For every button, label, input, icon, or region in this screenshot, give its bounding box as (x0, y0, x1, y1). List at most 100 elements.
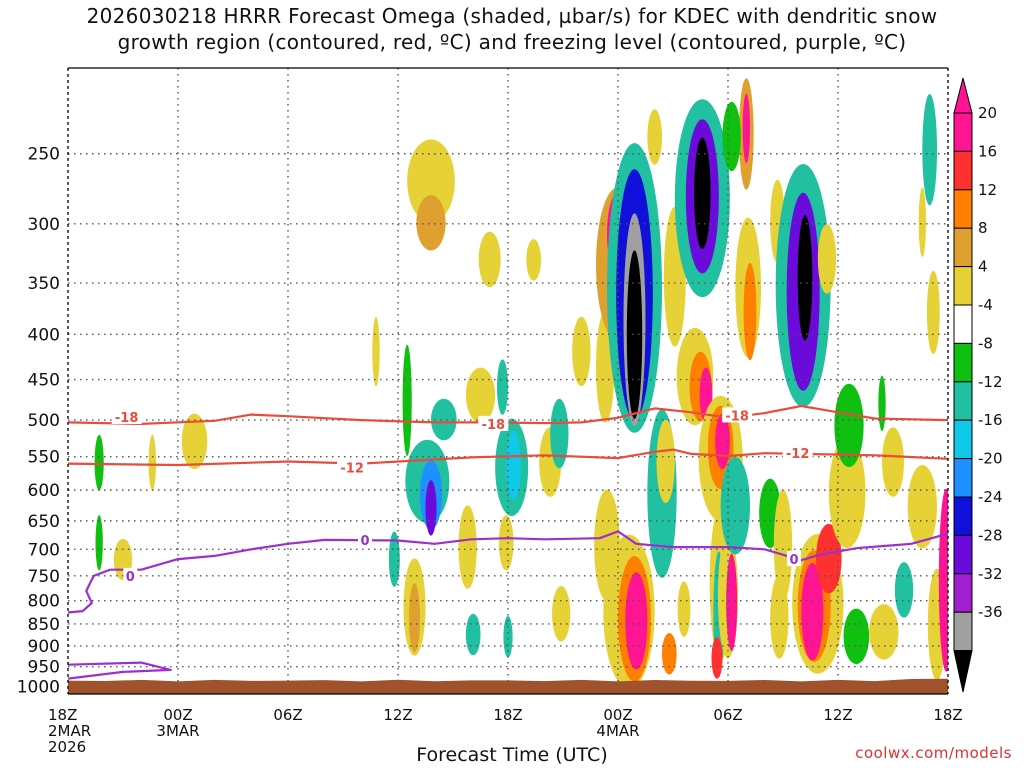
omega-cell-41 (677, 581, 691, 637)
contour-line-3 (68, 661, 172, 680)
omega-cell-0 (94, 434, 104, 491)
terrain (68, 678, 948, 694)
colorbar-top-arrow (953, 77, 973, 114)
omega-cell-9 (465, 367, 496, 424)
omega-cell-81 (922, 93, 938, 206)
contour-label-bg-2-1 (358, 531, 372, 547)
omega-cell-3 (148, 434, 156, 491)
colorbar-swatch-9 (953, 458, 973, 498)
omega-cell-91 (647, 109, 663, 165)
omega-cell-34 (626, 250, 643, 419)
x-tick-label-8-0: 18Z (933, 706, 962, 724)
contour-label-2-1: 0 (360, 534, 369, 549)
omega-cell-22 (503, 615, 513, 658)
omega-cell-88 (497, 359, 508, 415)
colorbar-label-3: 8 (978, 219, 988, 237)
omega-cell-8 (416, 195, 446, 251)
x-tick-label-0-1: 2MAR (48, 722, 91, 740)
omega-cell-86 (878, 375, 886, 432)
x-tick-label-6-0: 06Z (713, 706, 742, 724)
omega-cell-7 (407, 139, 455, 223)
contour-label-bg-1-1 (782, 445, 813, 461)
x-axis-title: Forecast Time (UTC) (416, 744, 608, 766)
omega-cell-84 (926, 270, 940, 355)
contour-label-0-1: -18 (482, 418, 506, 433)
omega-cell-21 (498, 515, 514, 571)
omega-cell-15 (409, 583, 420, 653)
colorbar-swatch-1 (953, 150, 973, 191)
omega-cell-6 (372, 316, 380, 387)
omega-cell-56 (711, 637, 723, 679)
colorbar-swatch-10 (953, 496, 973, 536)
omega-cell-25 (552, 586, 571, 642)
omega-cell-85 (882, 427, 904, 497)
y-tick-label-350: 350 (28, 274, 60, 294)
colorbar-label-0: 20 (978, 104, 997, 122)
colorbar-bottom-arrow (953, 650, 973, 693)
omega-cell-87 (550, 398, 569, 469)
colorbar-label-4: 4 (978, 258, 988, 276)
contour-label-bg-0-2 (722, 407, 753, 423)
colorbar-label-7: -12 (978, 373, 1003, 391)
omega-cell-26 (572, 316, 591, 387)
omega-cell-59 (743, 262, 757, 361)
colorbar-label-13: -36 (978, 603, 1003, 621)
y-tick-label-300: 300 (28, 215, 60, 235)
colorbar-swatch-12 (953, 573, 973, 613)
contour-line-2 (68, 530, 948, 614)
omega-cell-39 (656, 419, 675, 504)
colorbar: 20 16 12 8 4 -4 -8 -12 -16 -20 -24 -28 -32 -36 (953, 77, 1003, 693)
colorbar-label-8: -16 (978, 411, 1003, 429)
chart-title-line1: 2026030218 HRRR Forecast Omega (shaded, … (86, 4, 938, 28)
credit-text: coolwx.com/models (855, 744, 1012, 762)
x-tick-label-2-0: 06Z (273, 706, 302, 724)
y-tick-label-450: 450 (28, 371, 60, 391)
contour-label-1-1: -12 (786, 447, 810, 462)
colorbar-swatch-3 (953, 227, 973, 268)
colorbar-label-10: -24 (978, 488, 1003, 506)
chart-title-line2: growth region (contoured, red, ºC) and f… (117, 30, 907, 54)
omega-cell-37 (625, 572, 648, 670)
omega-cell-61 (742, 93, 750, 164)
terrain-fill (68, 678, 948, 694)
y-tick-label-950: 950 (28, 658, 60, 678)
x-tick-label-1-1: 3MAR (156, 722, 199, 740)
x-tick-label-4-0: 18Z (493, 706, 522, 724)
omega-cell-76 (843, 608, 870, 664)
colorbar-label-2: 12 (978, 181, 997, 199)
omega-cell-83 (938, 488, 948, 672)
contour-line-0 (68, 404, 948, 425)
contour-label-0-2: -18 (725, 409, 749, 424)
colorbar-swatch-7 (953, 381, 973, 421)
omega-cell-5 (402, 344, 412, 457)
colorbar-swatch-4 (953, 266, 973, 306)
contour-label-2-0: 0 (126, 570, 135, 585)
omega-cell-73 (817, 224, 837, 294)
plot-frame (67, 67, 949, 695)
colorbar-swatch-5 (953, 304, 973, 344)
colorbar-label-9: -20 (978, 450, 1003, 468)
omega-cell-68 (797, 215, 813, 341)
colorbar-label-11: -28 (978, 526, 1003, 544)
y-tick-label-600: 600 (28, 481, 60, 501)
omega-cell-72 (816, 523, 842, 594)
y-tick-label-500: 500 (28, 411, 60, 431)
omega-cell-1 (95, 515, 103, 571)
contour-label-0-0: -18 (115, 411, 139, 426)
contour-lines: -18 -18 -18 -12 -12 0 0 0 (68, 404, 948, 680)
omega-cell-18 (478, 231, 501, 288)
omega-cell-40 (662, 633, 677, 675)
y-axis: 2503003504004505005506006507007508008509… (17, 145, 60, 698)
x-tick-label-1-0: 00Z (163, 706, 192, 724)
colorbar-swatch-0 (953, 112, 973, 152)
y-tick-label-800: 800 (28, 592, 60, 612)
omega-cell-4 (181, 413, 208, 470)
y-tick-label-550: 550 (28, 448, 60, 468)
omega-cell-79 (907, 464, 937, 549)
y-tick-label-400: 400 (28, 325, 60, 345)
omega-cell-80 (918, 187, 926, 257)
colorbar-label-6: -8 (978, 334, 993, 352)
omega-cell-55 (726, 553, 738, 652)
contour-label-1-0: -12 (340, 462, 364, 477)
